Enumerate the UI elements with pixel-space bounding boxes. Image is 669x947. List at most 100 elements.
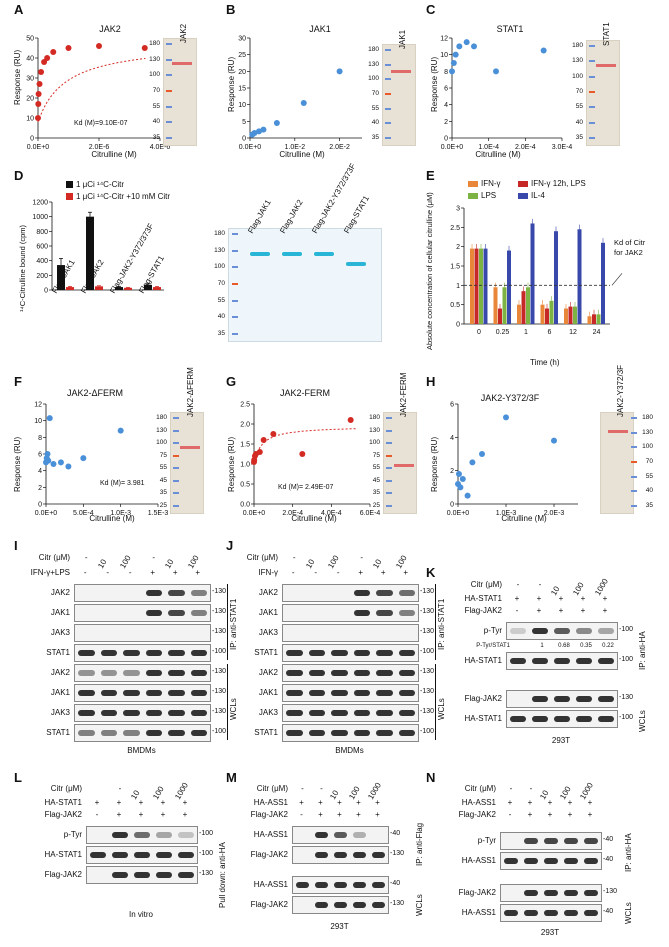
mw-marker-label: 130 bbox=[642, 428, 653, 436]
chart-g-point bbox=[256, 449, 263, 455]
chart-c-ylabel: Response (RU) bbox=[430, 56, 439, 112]
chart-g-xtick-label: 4.0E-4 bbox=[321, 510, 342, 517]
blot-j-wcl-row bbox=[282, 724, 419, 742]
blot-band bbox=[372, 882, 385, 888]
blot-i-ip-row bbox=[74, 624, 211, 642]
blot-band bbox=[564, 890, 578, 896]
blot-band bbox=[168, 670, 185, 676]
blot-m-ip-row bbox=[292, 846, 389, 864]
mw-marker-label: 70 bbox=[575, 88, 583, 95]
blot-band bbox=[331, 690, 348, 696]
mw-marker-band bbox=[166, 74, 172, 77]
chart-g-point bbox=[270, 431, 277, 437]
blot-band bbox=[353, 690, 370, 696]
chart-c-ytick-label: 4 bbox=[444, 102, 448, 109]
mw-marker-band bbox=[386, 479, 392, 482]
blot-condition-sign: + bbox=[403, 568, 409, 577]
chart-b-point bbox=[336, 68, 343, 75]
mw-marker-label: 100 bbox=[572, 72, 583, 80]
chart-f-xlabel: Citrulline (M) bbox=[89, 514, 135, 523]
chart-a-xlabel: Citrulline (M) bbox=[91, 150, 137, 159]
chart-c-point bbox=[449, 68, 455, 75]
blot-band bbox=[78, 650, 95, 656]
blot-j-ip-row bbox=[282, 644, 419, 662]
blot-band bbox=[168, 730, 185, 736]
blot-band bbox=[376, 610, 393, 616]
blot-band bbox=[398, 710, 415, 716]
blot-band bbox=[100, 670, 117, 676]
chart-a-point bbox=[35, 91, 42, 97]
blot-band bbox=[353, 590, 370, 596]
blot-condition-sign: - bbox=[508, 810, 512, 819]
blot-band bbox=[168, 650, 185, 656]
blot-condition-label: Flag-JAK2 bbox=[44, 810, 82, 819]
chart-e-legend-swatch-3 bbox=[468, 193, 478, 199]
blot-k-ratio-value: 0.68 bbox=[558, 643, 570, 649]
chart-a-kd: Kd (M)=9.10E-07 bbox=[74, 120, 128, 127]
chart-e-bar bbox=[540, 304, 545, 324]
chart-h-xlabel: Citrulline (M) bbox=[501, 514, 547, 523]
blot-i-ip-row bbox=[74, 604, 211, 622]
chart-a-xtick-label: 2.0E-6 bbox=[89, 144, 110, 151]
chart-b-point bbox=[273, 120, 280, 126]
blot-band bbox=[168, 690, 185, 696]
blot-band bbox=[504, 910, 518, 916]
blot-citr-value: - bbox=[516, 580, 520, 589]
blot-j-wcl-label: WCLs bbox=[437, 698, 446, 720]
blot-band bbox=[296, 882, 309, 888]
chart-c-ytick-label: 10 bbox=[440, 52, 448, 59]
blot-band bbox=[168, 710, 185, 716]
mw-marker-band bbox=[173, 454, 179, 457]
blot-i-caption: BMDMs bbox=[127, 746, 156, 755]
membrane-c-label: STAT1 bbox=[602, 22, 611, 46]
chart-a-point bbox=[35, 115, 41, 121]
blot-mw-label: -130 bbox=[420, 668, 435, 675]
blot-mw-label: -40 bbox=[390, 830, 401, 837]
blot-i-ip-label: IP: anti-STAT1 bbox=[229, 598, 238, 650]
blot-i-wcl-row bbox=[74, 724, 211, 742]
chart-a-fit-curve bbox=[37, 57, 146, 123]
mw-marker-band bbox=[173, 505, 179, 507]
mw-marker-label: 100 bbox=[149, 71, 160, 79]
blot-band bbox=[178, 872, 194, 878]
mw-marker-label: 35 bbox=[159, 489, 167, 497]
chart-e-xtick-label: 12 bbox=[569, 329, 577, 336]
blot-condition-sign: + bbox=[318, 810, 323, 819]
blot-mw-label: -100 bbox=[199, 830, 214, 837]
panel-letter-d: D bbox=[14, 168, 24, 183]
mw-marker-label: 55 bbox=[372, 464, 380, 472]
chart-e-legend-3: LPS bbox=[481, 191, 497, 200]
blot-k-ip-row bbox=[506, 622, 618, 640]
blot-j-ip-row-label: JAK2 bbox=[258, 588, 278, 597]
blot-condition-sign: + bbox=[299, 798, 304, 807]
mw-marker-label: 45 bbox=[372, 476, 380, 484]
blot-band bbox=[353, 610, 370, 616]
mw-marker-label: 55 bbox=[371, 104, 379, 112]
blot-j-wcl-row bbox=[282, 704, 419, 722]
blot-l-row-label: HA-STAT1 bbox=[44, 850, 82, 859]
blot-k-wcl-label: WCLs bbox=[638, 710, 647, 732]
blot-condition-sign: + bbox=[195, 568, 201, 577]
blot-citr-label: Citr (μM) bbox=[246, 553, 278, 562]
blot-band bbox=[584, 890, 598, 896]
blot-condition-sign: + bbox=[527, 810, 533, 819]
blot-mw-label: -40 bbox=[390, 880, 401, 887]
blot-mw-label: -130 bbox=[420, 608, 435, 615]
blot-band bbox=[100, 730, 117, 736]
membrane-h bbox=[600, 412, 634, 514]
mw-marker-label: 40 bbox=[645, 487, 653, 495]
chart-a-xtick-label: 0.0E+0 bbox=[27, 144, 49, 151]
blot-condition-sign: + bbox=[138, 810, 144, 819]
blot-m-ip-label: IP: anti-Flag bbox=[415, 822, 424, 866]
blot-band bbox=[190, 650, 207, 656]
blot-condition-sign: + bbox=[150, 568, 156, 577]
blot-i-ip-row bbox=[74, 584, 211, 602]
blot-mw-label: -100 bbox=[212, 648, 227, 655]
chart-e-bar bbox=[479, 248, 483, 324]
chart-h-point bbox=[479, 451, 485, 457]
chart-c-point bbox=[456, 43, 463, 50]
blot-band bbox=[156, 872, 172, 878]
blot-band bbox=[112, 852, 128, 858]
blot-i-ip-row-label: JAK3 bbox=[50, 628, 70, 637]
mw-marker-label: 35 bbox=[217, 330, 225, 337]
